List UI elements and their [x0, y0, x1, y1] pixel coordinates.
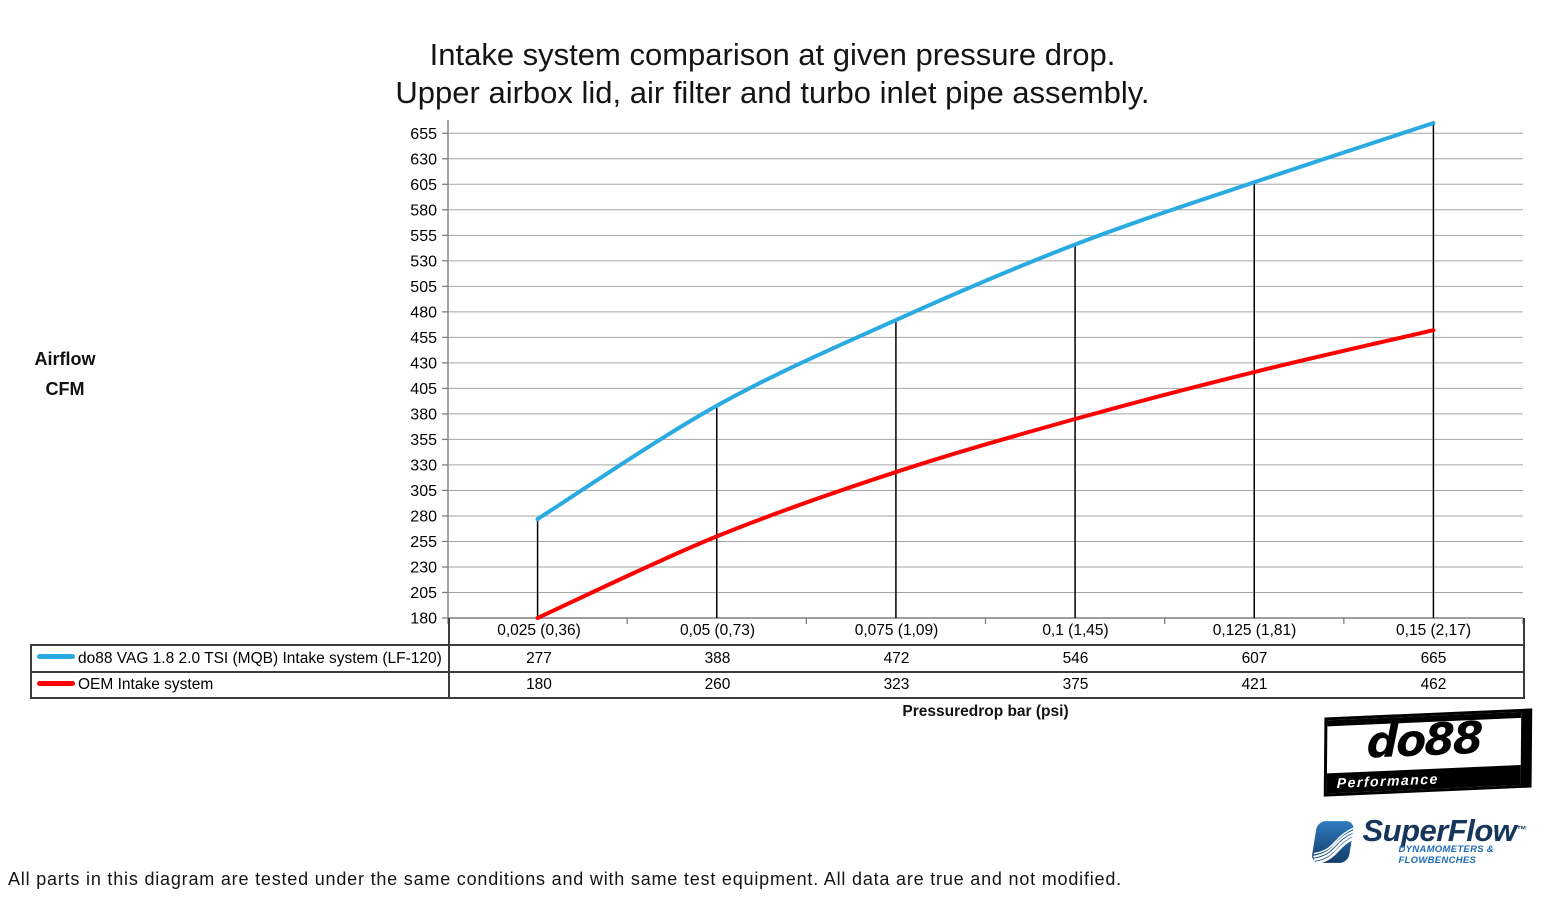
x-category-label: 0,1 (1,45)	[986, 618, 1165, 646]
y-tick-label: 255	[410, 534, 437, 551]
table-value-cell: 260	[628, 672, 807, 699]
table-corner-cell	[31, 618, 449, 646]
legend-swatch-oem	[37, 680, 75, 686]
table-value-cell: 277	[449, 645, 628, 673]
superflow-logo: SuperFlow™ DYNAMOMETERS & FLOWBENCHES	[1310, 814, 1545, 870]
table-value-cell: 665	[1344, 645, 1525, 673]
y-tick-label: 405	[410, 381, 437, 398]
y-tick-label: 230	[410, 559, 437, 576]
table-value-cell: 462	[1344, 672, 1525, 699]
table-value-cell: 546	[986, 645, 1165, 673]
y-axis-title-line2: CFM	[45, 379, 85, 399]
y-tick-label: 480	[410, 304, 437, 321]
y-axis-title-line1: Airflow	[34, 349, 96, 369]
table-series-row: OEM Intake system 180 260 323 375 421 462	[30, 672, 1525, 699]
do88-logo: do88 Performance	[1323, 708, 1533, 797]
superflow-text-block: SuperFlow™ DYNAMOMETERS & FLOWBENCHES	[1362, 813, 1545, 867]
y-tick-label: 580	[410, 202, 437, 219]
y-tick-label: 205	[410, 585, 437, 602]
y-tick-label: 355	[410, 432, 437, 449]
legend-label: OEM Intake system	[78, 676, 214, 693]
do88-logo-tagline: Performance	[1326, 764, 1521, 794]
table-header-row: 0,025 (0,36) 0,05 (0,73) 0,075 (1,09) 0,1 (…	[31, 618, 1525, 646]
series-line-do88	[535, 121, 1436, 522]
airflow-line-chart: 1802052302552803053303553804054304554805…	[410, 120, 1524, 625]
table-value-cell: 421	[1165, 672, 1344, 699]
y-tick-label: 280	[410, 508, 437, 525]
superflow-icon	[1312, 821, 1355, 865]
chart-title-line2: Upper airbox lid, air filter and turbo i…	[395, 75, 1150, 110]
table-value-cell: 388	[628, 645, 807, 673]
y-tick-label: 630	[410, 151, 437, 168]
data-table: 0,025 (0,36) 0,05 (0,73) 0,075 (1,09) 0,1 (…	[30, 618, 1525, 699]
y-tick-label: 455	[410, 330, 437, 347]
superflow-tagline: DYNAMOMETERS & FLOWBENCHES	[1398, 844, 1494, 866]
superflow-trademark: ™	[1516, 825, 1526, 836]
do88-logo-text: do88	[1366, 712, 1482, 769]
y-tick-label: 655	[410, 126, 437, 143]
series-line-oem	[535, 328, 1436, 620]
x-category-label: 0,05 (0,73)	[628, 618, 807, 646]
x-axis-title: Pressuredrop bar (psi)	[902, 703, 1069, 720]
x-category-label: 0,125 (1,81)	[1165, 618, 1344, 646]
chart-title: Intake system comparison at given pressu…	[0, 36, 1545, 112]
legend-cell-oem: OEM Intake system	[30, 672, 450, 699]
y-tick-label: 530	[410, 253, 437, 270]
x-category-label: 0,075 (1,09)	[807, 618, 986, 646]
legend-label: do88 VAG 1.8 2.0 TSI (MQB) Intake system…	[78, 649, 442, 667]
y-axis-title: Airflow CFM	[10, 344, 120, 404]
y-tick-label: 555	[410, 228, 437, 245]
table-value-cell: 472	[807, 645, 986, 673]
table-value-cell: 323	[807, 672, 986, 699]
y-tick-label: 330	[410, 457, 437, 474]
legend-swatch-do88	[37, 654, 75, 660]
legend-cell-do88: do88 VAG 1.8 2.0 TSI (MQB) Intake system…	[30, 645, 450, 673]
table-value-cell: 180	[449, 672, 628, 699]
y-tick-label: 430	[410, 355, 437, 372]
x-category-label: 0,15 (2,17)	[1344, 618, 1525, 646]
y-tick-label: 380	[410, 406, 437, 423]
y-tick-label: 305	[410, 483, 437, 500]
x-category-label: 0,025 (0,36)	[448, 618, 628, 646]
superflow-name: SuperFlow™	[1362, 813, 1526, 848]
y-tick-label: 605	[410, 177, 437, 194]
table-value-cell: 375	[986, 672, 1165, 699]
table-series-row: do88 VAG 1.8 2.0 TSI (MQB) Intake system…	[30, 645, 1525, 673]
disclaimer-text: All parts in this diagram are tested und…	[8, 869, 1122, 889]
table-value-cell: 607	[1165, 645, 1344, 673]
chart-title-line1: Intake system comparison at given pressu…	[429, 37, 1116, 72]
y-tick-label: 505	[410, 279, 437, 296]
